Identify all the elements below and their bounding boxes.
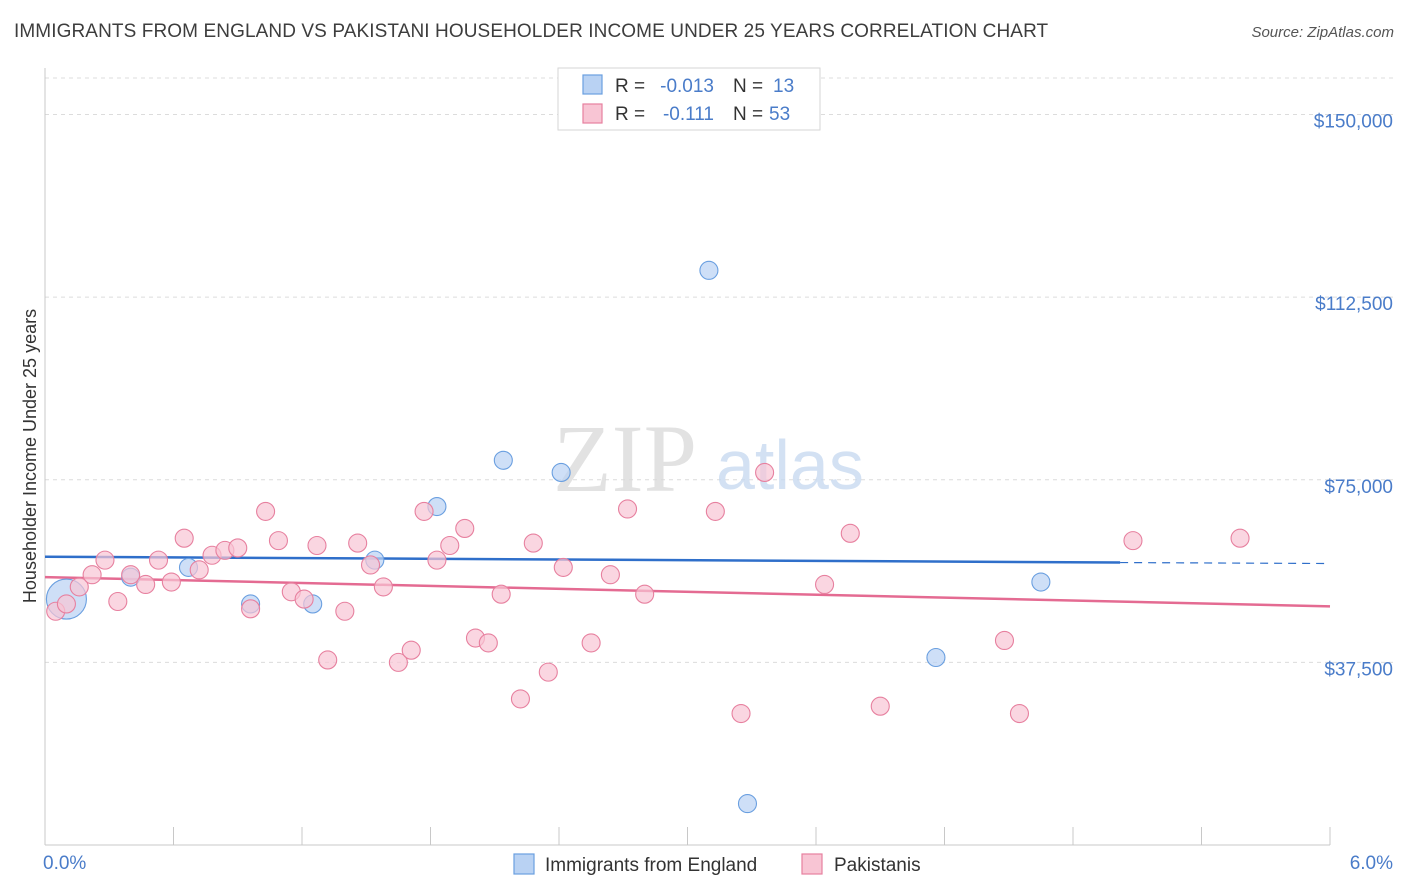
point-pink-46 (815, 574, 835, 595)
point-pink-6 (121, 565, 141, 585)
watermark-zip: ZIP (553, 405, 697, 512)
stats-r-label-pink: R = (615, 104, 645, 125)
stats-n-label-blue: N = (733, 76, 763, 97)
legend-label-england: Immigrants from England (545, 855, 757, 876)
trend-extension-blue (1120, 561, 1331, 565)
x-tick-label-0: 0.0% (43, 853, 86, 874)
stats-legend: R = -0.013 N = 13 R = -0.111 N = 53 (557, 67, 821, 131)
point-pink-51 (1123, 531, 1143, 551)
point-pink-10 (174, 528, 194, 548)
point-pink-3 (82, 565, 102, 585)
trend-line-pink (44, 575, 1331, 608)
point-pink-34 (491, 584, 511, 604)
point-pink-48 (870, 696, 890, 716)
stats-r-value-pink: -0.111 (663, 104, 714, 125)
point-pink-11 (189, 560, 209, 580)
point-pink-2 (69, 577, 89, 597)
data-points (45, 260, 1250, 814)
point-pink-14 (228, 538, 248, 558)
point-pink-50 (1009, 703, 1030, 724)
y-axis-label: Householder Income Under 25 years (20, 309, 40, 603)
point-pink-44 (731, 703, 751, 724)
point-pink-35 (510, 689, 531, 709)
stats-r-value-blue: -0.013 (660, 76, 714, 97)
point-pink-39 (581, 633, 601, 653)
point-pink-25 (373, 577, 393, 597)
point-pink-16 (256, 501, 276, 521)
point-pink-42 (635, 584, 655, 604)
y-tick-label-2: $112,500 (1315, 294, 1393, 315)
stats-n-label-pink: N = (733, 104, 763, 125)
point-pink-20 (307, 535, 327, 556)
point-pink-8 (148, 550, 169, 570)
grid-lines (45, 77, 1395, 663)
point-pink-33 (478, 633, 498, 653)
point-blue-9 (699, 260, 719, 280)
stats-swatch-pink (582, 103, 603, 124)
point-pink-1 (56, 594, 76, 614)
point-blue-12 (1031, 572, 1051, 592)
point-pink-40 (600, 565, 620, 585)
x-tick-label-1: 6.0% (1350, 853, 1393, 874)
point-blue-10 (737, 794, 758, 814)
point-pink-52 (1230, 528, 1250, 548)
point-pink-27 (401, 640, 421, 660)
point-pink-4 (95, 550, 115, 570)
point-pink-29 (427, 550, 447, 570)
point-pink-30 (440, 535, 460, 556)
point-blue-7 (493, 450, 513, 470)
point-pink-45 (755, 462, 775, 483)
series-legend: Immigrants from England Pakistanis (513, 853, 921, 876)
point-pink-22 (335, 601, 355, 621)
stats-n-value-blue: 13 (773, 76, 794, 97)
watermark-atlas: atlas (716, 426, 864, 504)
point-pink-49 (994, 630, 1015, 651)
axes (44, 68, 1331, 846)
y-tick-label-0: $37,500 (1324, 659, 1393, 680)
point-pink-24 (360, 555, 381, 575)
chart-title: IMMIGRANTS FROM ENGLAND VS PAKISTANI HOU… (14, 21, 1049, 42)
point-pink-19 (294, 589, 314, 609)
point-pink-31 (455, 518, 475, 539)
point-blue-8 (551, 462, 571, 483)
legend-swatch-england (513, 853, 535, 875)
trend-lines (44, 555, 1331, 608)
point-pink-26 (388, 652, 408, 672)
stats-r-label-blue: R = (615, 76, 645, 97)
point-pink-37 (538, 662, 558, 682)
point-pink-17 (268, 531, 288, 551)
legend-label-pakistanis: Pakistanis (834, 855, 921, 876)
point-pink-36 (523, 533, 543, 553)
stats-swatch-blue (582, 74, 603, 95)
point-pink-9 (161, 572, 181, 592)
legend-swatch-pakistanis (801, 853, 823, 875)
point-pink-23 (348, 533, 368, 553)
stats-n-value-pink: 53 (769, 104, 790, 125)
point-pink-5 (108, 591, 128, 612)
point-blue-11 (926, 647, 946, 668)
tick-labels: $37,500 $75,000 $112,500 $150,000 0.0% 6.0% (43, 112, 1393, 874)
point-pink-38 (553, 557, 573, 577)
point-pink-28 (414, 501, 434, 521)
point-pink-41 (617, 499, 638, 519)
point-pink-47 (840, 523, 860, 543)
y-tick-label-1: $75,000 (1324, 477, 1393, 498)
point-pink-15 (241, 599, 261, 619)
point-pink-7 (136, 574, 156, 595)
y-tick-label-3: $150,000 (1314, 112, 1393, 133)
watermark: ZIP atlas (553, 405, 864, 512)
point-pink-21 (318, 650, 338, 670)
point-pink-43 (705, 501, 725, 521)
chart-source: Source: ZipAtlas.com (1251, 24, 1394, 41)
